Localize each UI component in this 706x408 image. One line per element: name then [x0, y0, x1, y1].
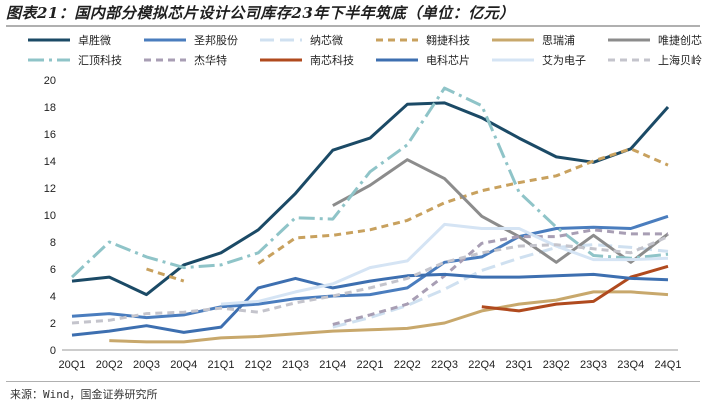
legend-label: 圣邦股份: [194, 34, 238, 47]
x-tick-label: 20Q3: [133, 359, 160, 371]
x-tick-label: 22Q3: [431, 359, 458, 371]
series-line-10: [71, 272, 669, 337]
x-tick-label: 23Q3: [580, 359, 607, 371]
x-tick-label: 21Q1: [208, 359, 235, 371]
legend-label: 南芯科技: [310, 53, 354, 67]
y-axis: 0 2 4 6 8 10 12 14 16 18 20: [44, 75, 56, 357]
x-tick-label: 21Q3: [282, 359, 309, 371]
x-tick-label: 22Q2: [394, 359, 421, 371]
chart-title: 图表21：国内部分模拟芯片设计公司库存23年下半年筑底（单位：亿元）: [6, 4, 515, 22]
legend-label: 思瑞浦: [542, 33, 575, 47]
y-tick-label: 8: [50, 237, 56, 249]
legend-label: 电科芯片: [426, 53, 470, 67]
x-tick-label: 20Q1: [59, 359, 86, 371]
y-tick-label: 4: [50, 291, 56, 303]
x-tick-label: 20Q4: [170, 359, 197, 371]
x-tick-label: 22Q1: [357, 359, 384, 371]
x-tick-label: 20Q2: [96, 359, 123, 371]
y-tick-label: 20: [44, 75, 56, 87]
y-tick-label: 0: [50, 345, 56, 357]
series-line-2: [71, 214, 669, 320]
y-tick-label: 14: [44, 156, 56, 168]
legend-label: 纳芯微: [310, 33, 343, 47]
y-tick-label: 18: [44, 102, 56, 114]
series-line-3: [332, 243, 669, 329]
legend-label: 艾为电子: [542, 54, 586, 67]
legend-label: 唯捷创芯: [658, 33, 702, 47]
x-tick-label: 21Q2: [245, 359, 272, 371]
legend-label: 翱捷科技: [426, 33, 470, 47]
title-divider: [6, 25, 700, 27]
y-tick-label: 6: [50, 264, 56, 276]
y-tick-label: 12: [44, 183, 56, 195]
x-tick-label: 23Q2: [543, 359, 570, 371]
y-tick-label: 2: [50, 318, 56, 330]
source-note: 来源：Wind，国金证券研究所: [10, 388, 158, 401]
plot-area: [70, 86, 670, 344]
legend-label: 卓胜微: [78, 33, 111, 47]
series-line-11: [220, 222, 669, 306]
series-line-6: [332, 158, 669, 264]
x-tick-label: 21Q4: [319, 359, 346, 371]
series-line-7: [70, 86, 669, 279]
x-tick-label: 22Q4: [468, 359, 495, 371]
series-line-9: [481, 264, 669, 313]
y-tick-label: 10: [44, 210, 56, 222]
x-tick-label: 23Q1: [506, 359, 533, 371]
legend-label: 杰华特: [194, 53, 227, 67]
series-line-12: [71, 235, 669, 325]
x-tick-label: 24Q1: [655, 359, 682, 371]
x-axis: 20Q1 20Q2 20Q3 20Q4 21Q1 21Q2 21Q3 21Q4 22Q1 22Q2…: [59, 349, 682, 371]
legend-label: 上海贝岭: [658, 53, 702, 67]
source-divider: [6, 381, 700, 382]
legend-label: 汇顶科技: [78, 53, 122, 67]
x-tick-label: 23Q4: [617, 359, 644, 371]
y-tick-label: 16: [44, 129, 56, 141]
series-line-1: [71, 101, 670, 297]
series-line-8: [332, 228, 668, 326]
series-line-5: [109, 290, 669, 344]
